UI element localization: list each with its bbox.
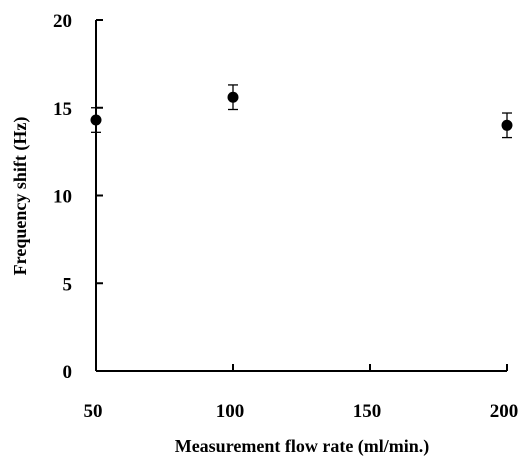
axes [95,20,507,372]
data-point [90,114,102,126]
ticks: 0 5 10 15 20 50 100 150 200 [53,11,518,422]
data-point [227,91,239,103]
y-tick-label: 20 [53,11,72,32]
x-tick-label: 100 [216,401,245,422]
x-tick-label: 200 [490,401,519,422]
y-tick-label: 0 [63,362,73,383]
x-tick-label: 150 [353,401,382,422]
x-tick-label: 50 [84,401,103,422]
data-marks [90,84,513,139]
y-tick-label: 15 [53,99,72,120]
data-point [501,119,513,131]
y-tick-label: 5 [63,274,73,295]
x-axis-title: Measurement flow rate (ml/min.) [175,436,430,457]
y-tick-label: 10 [53,187,72,208]
y-axis-title: Frequency shift (Hz) [10,117,31,276]
